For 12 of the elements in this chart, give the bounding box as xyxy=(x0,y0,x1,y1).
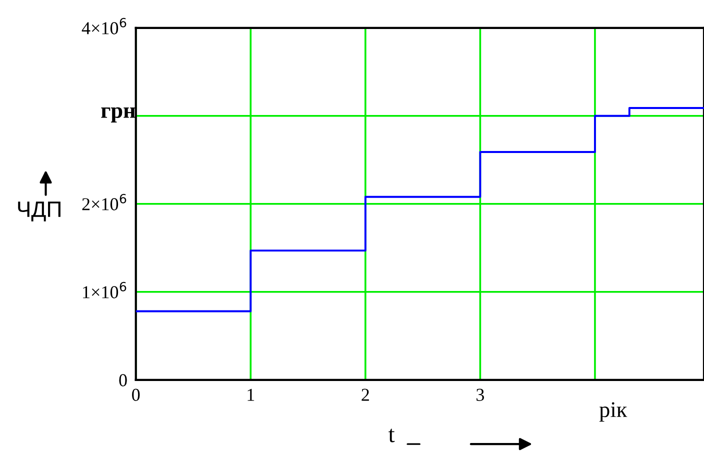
x-axis-title: t xyxy=(388,428,395,442)
x-tick-label: 3 xyxy=(476,388,484,401)
y-tick-label: 4×10$^{6}$ xyxy=(82,18,126,34)
y-tick-label: 1×10$^{6}$ xyxy=(83,282,126,298)
text: грн xyxy=(101,107,136,122)
y-axis-title: ЧДП xyxy=(18,202,60,222)
y-tick-label: 2×10$^{6}$ xyxy=(82,194,126,210)
x-tick-label: 0 xyxy=(132,388,140,401)
y-tick-label: 0 xyxy=(119,374,127,386)
x-tick-label: 2 xyxy=(362,388,369,401)
x-tick-label: 1 xyxy=(248,388,254,401)
text: рік xyxy=(599,402,628,422)
